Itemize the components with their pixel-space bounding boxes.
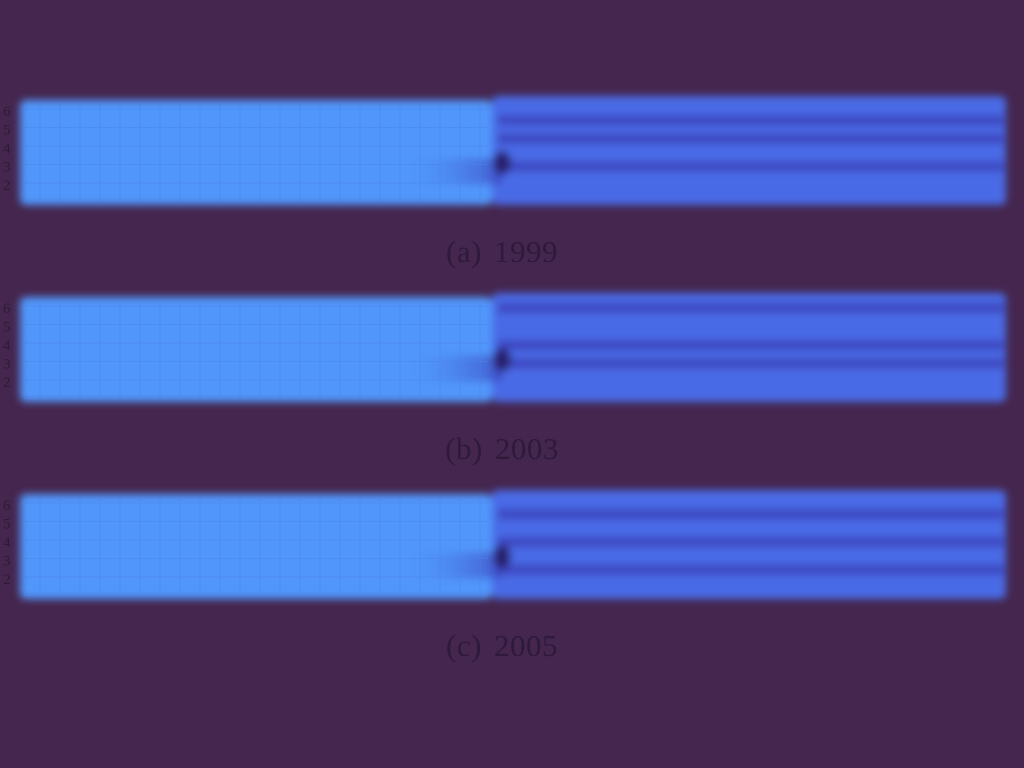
dark-band (498, 358, 1004, 369)
caption-year: 2005 (493, 628, 558, 663)
dark-band (498, 115, 1004, 126)
heatmap-c: 6 5 4 3 2 (3, 490, 1006, 599)
left-region (20, 297, 492, 402)
heatmap-body (20, 96, 1006, 205)
grid (24, 498, 488, 596)
y-tick-label: 3 (3, 554, 11, 570)
right-region (492, 96, 1006, 205)
y-tick-label: 4 (3, 535, 11, 551)
transition-smudge (402, 355, 502, 382)
y-tick-label: 6 (3, 301, 11, 317)
dark-spot (493, 544, 511, 569)
y-tick-label: 3 (3, 160, 11, 176)
grid (24, 104, 488, 202)
dark-spot (493, 347, 511, 372)
y-tick-label: 2 (3, 572, 11, 588)
caption-a: (a) 1999 (0, 234, 1004, 270)
y-tick-label: 5 (3, 123, 11, 139)
grid (24, 301, 488, 399)
heatmap-a: 6 5 4 3 2 (3, 96, 1006, 205)
transition-smudge (402, 158, 502, 185)
y-tick-label: 3 (3, 357, 11, 373)
caption-year: 1999 (493, 234, 558, 269)
caption-c: (c) 2005 (0, 628, 1004, 664)
caption-year: 2003 (494, 431, 559, 466)
caption-tag: (a) (446, 234, 482, 269)
heatmap-body (20, 293, 1006, 402)
dark-band (498, 564, 1004, 575)
heatmap-body (20, 490, 1006, 599)
dark-band (498, 303, 1004, 313)
y-tick-label: 4 (3, 141, 11, 157)
y-tick-label: 6 (3, 498, 11, 514)
dark-band (498, 161, 1004, 172)
dark-band (498, 133, 1004, 144)
caption-b: (b) 2003 (0, 431, 1004, 467)
y-tick-label: 4 (3, 338, 11, 354)
y-tick-label: 2 (3, 375, 11, 391)
caption-tag: (c) (446, 628, 482, 663)
dark-band (498, 537, 1004, 547)
dark-spot (493, 150, 511, 175)
dark-band (498, 340, 1004, 350)
y-tick-label: 2 (3, 178, 11, 194)
caption-tag: (b) (445, 431, 483, 466)
heatmap-b: 6 5 4 3 2 (3, 293, 1006, 402)
transition-smudge (402, 552, 502, 579)
y-tick-label: 5 (3, 517, 11, 533)
y-tick-label: 5 (3, 320, 11, 336)
y-tick-label: 6 (3, 104, 11, 120)
left-region (20, 494, 492, 599)
dark-band (498, 509, 1004, 520)
left-region (20, 100, 492, 205)
